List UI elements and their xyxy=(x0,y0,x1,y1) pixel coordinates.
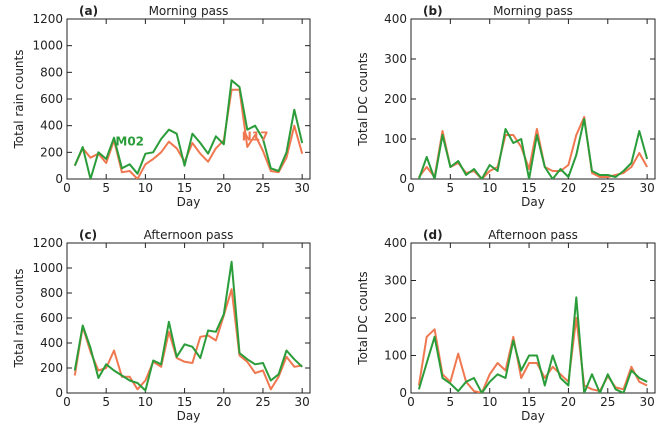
chart-1-y-tick-label: 100 xyxy=(384,132,407,146)
chart-3-x-axis-label: Day xyxy=(521,409,545,423)
chart-2-title: Afternoon pass xyxy=(144,228,234,242)
chart-3-x-tick-label: 15 xyxy=(521,395,536,409)
chart-0-series-label-n17: N17 xyxy=(242,129,269,143)
chart-2-x-tick-label: 30 xyxy=(295,395,310,409)
chart-2-x-tick-label: 20 xyxy=(216,395,231,409)
chart-0-series-m02 xyxy=(73,79,304,179)
chart-3-y-tick-label: 100 xyxy=(384,349,407,363)
chart-1-panel-label: (b) xyxy=(423,4,443,18)
chart-2-y-tick-label: 1000 xyxy=(32,261,63,275)
chart-1-x-tick-label: 15 xyxy=(521,181,536,195)
chart-3-y-tick-label: 200 xyxy=(384,311,407,325)
chart-0-y-tick-label: 800 xyxy=(40,65,63,79)
chart-0-panel-label: (a) xyxy=(79,4,98,18)
chart-1-y-tick-label: 200 xyxy=(384,92,407,106)
chart-0-y-tick-label: 600 xyxy=(40,92,63,106)
chart-0-y-tick-label: 200 xyxy=(40,145,63,159)
chart-2-x-tick-label: 15 xyxy=(177,395,192,409)
chart-0-y-tick-label: 1000 xyxy=(32,39,63,53)
chart-2-y-tick-label: 200 xyxy=(40,361,63,375)
chart-1-x-tick-label: 10 xyxy=(482,181,497,195)
chart-1-x-tick-label: 25 xyxy=(600,181,615,195)
chart-2-y-tick-label: 0 xyxy=(55,386,63,400)
chart-2-series-m02 xyxy=(73,260,303,392)
chart-3-title: Afternoon pass xyxy=(488,228,578,242)
chart-0-series-label-m02: M02 xyxy=(115,135,144,149)
chart-1-x-tick-label: 5 xyxy=(447,181,455,195)
chart-2-panel-label: (c) xyxy=(79,228,97,242)
chart-2-x-axis-label: Day xyxy=(177,409,201,423)
chart-1-x-tick-label: 20 xyxy=(561,181,576,195)
chart-0-x-tick-label: 25 xyxy=(255,181,270,195)
chart-0-x-axis-label: Day xyxy=(177,195,201,209)
chart-0-x-tick-label: 30 xyxy=(295,181,310,195)
chart-3-series-m02 xyxy=(417,296,648,393)
chart-1-y-tick-label: 300 xyxy=(384,52,407,66)
chart-0-y-tick-label: 400 xyxy=(40,119,63,133)
chart-2-y-tick-label: 1200 xyxy=(32,236,63,250)
chart-0-y-axis-label: Total rain counts xyxy=(12,50,26,150)
chart-0-y-tick-label: 0 xyxy=(55,172,63,186)
chart-3-y-tick-label: 400 xyxy=(384,236,407,250)
chart-1-y-tick-label: 400 xyxy=(384,12,407,26)
chart-3-x-tick-label: 5 xyxy=(447,395,455,409)
chart-1-x-tick-label: 30 xyxy=(639,181,654,195)
chart-2-x-tick-label: 10 xyxy=(138,395,153,409)
chart-3-x-tick-label: 0 xyxy=(407,395,415,409)
chart-1-y-axis-label: Total DC counts xyxy=(356,52,370,146)
chart-2-y-axis-label: Total rain counts xyxy=(12,269,26,369)
chart-2-y-tick-label: 400 xyxy=(40,336,63,350)
chart-0-plot-frame xyxy=(66,18,311,180)
chart-0-x-tick-label: 10 xyxy=(138,181,153,195)
chart-3-y-tick-label: 300 xyxy=(384,274,407,288)
chart-2-x-tick-label: 25 xyxy=(255,395,270,409)
chart-1-x-axis-label: Day xyxy=(521,195,545,209)
chart-1-x-tick-label: 0 xyxy=(407,181,415,195)
chart-1-title: Morning pass xyxy=(493,4,573,18)
chart-3-x-tick-label: 10 xyxy=(482,395,497,409)
chart-2-panel: 0 5 10 15 20 25 30 0 200 400 600 800 1000 1200 Day Tota… xyxy=(12,228,311,423)
chart-3-plot-frame xyxy=(410,242,656,394)
chart-1-series-n17 xyxy=(418,116,648,179)
chart-3-x-tick-label: 20 xyxy=(561,395,576,409)
chart-3-y-tick-label: 0 xyxy=(399,386,407,400)
chart-0-x-tick-label: 5 xyxy=(102,181,110,195)
chart-0-y-tick-label: 1200 xyxy=(32,12,63,26)
chart-2-y-tick-label: 800 xyxy=(40,286,63,300)
chart-3-x-tick-label: 30 xyxy=(639,395,654,409)
chart-2-x-tick-label: 5 xyxy=(102,395,110,409)
chart-3-y-axis-label: Total DC counts xyxy=(356,271,370,365)
chart-3-x-tick-label: 25 xyxy=(600,395,615,409)
chart-2-y-tick-label: 600 xyxy=(40,311,63,325)
chart-0-panel: 0 5 10 15 20 25 30 0 200 400 600 800 1000 1200 Day Tota… xyxy=(12,4,311,209)
chart-0-title: Morning pass xyxy=(149,4,229,18)
chart-2-x-tick-label: 0 xyxy=(63,395,71,409)
chart-3-panel-label: (d) xyxy=(423,228,443,242)
chart-0-x-tick-label: 0 xyxy=(63,181,71,195)
chart-0-x-tick-label: 15 xyxy=(177,181,192,195)
chart-0-x-tick-label: 20 xyxy=(216,181,231,195)
chart-1-y-tick-label: 0 xyxy=(399,172,407,186)
chart-2-series-n17 xyxy=(73,288,303,391)
chart-1-series-m02 xyxy=(417,118,649,179)
